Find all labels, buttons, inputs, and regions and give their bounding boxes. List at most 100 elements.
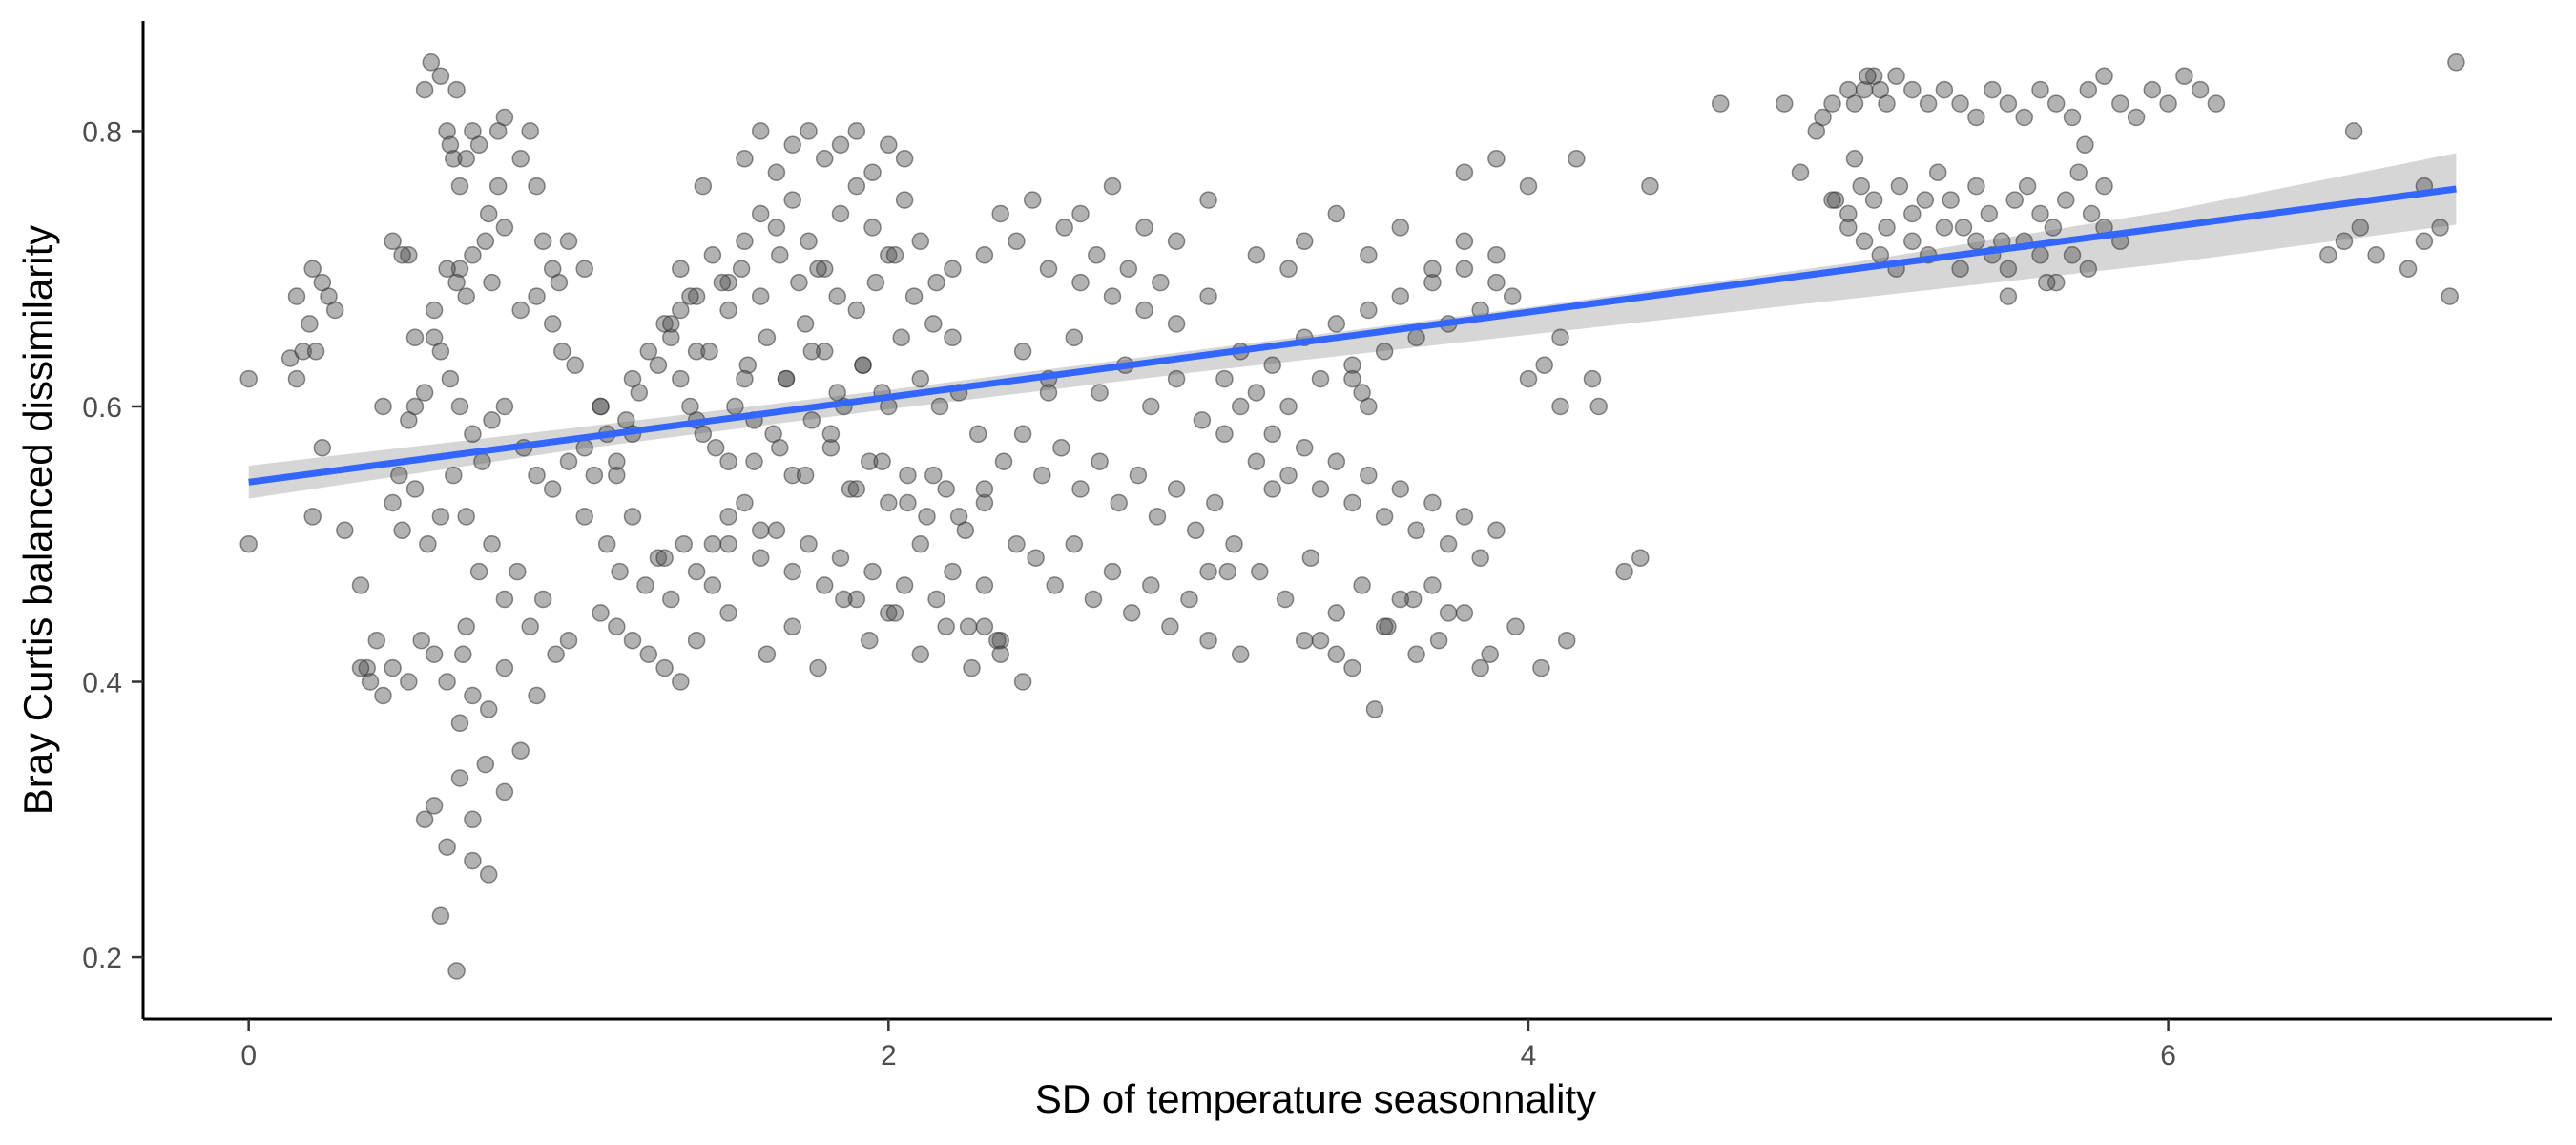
scatter-point <box>831 549 850 567</box>
scatter-point <box>575 508 593 526</box>
scatter-point <box>895 191 914 209</box>
scatter-point <box>1327 604 1346 622</box>
scatter-point <box>863 562 882 581</box>
scatter-point <box>2069 163 2088 181</box>
scatter-point <box>930 397 949 416</box>
scatter-point <box>1167 232 1186 251</box>
scatter-point <box>2031 246 2049 264</box>
scatter-point <box>2044 219 2063 237</box>
scatter-point <box>815 260 834 278</box>
scatter-point <box>1046 576 1064 594</box>
scatter-point <box>767 163 786 181</box>
x-tick-label: 6 <box>2160 1040 2176 1072</box>
scatter-point <box>736 150 754 168</box>
scatter-point <box>719 508 737 526</box>
scatter-point <box>880 604 898 622</box>
scatter-point <box>479 700 498 718</box>
scatter-point <box>495 590 514 609</box>
scatter-point <box>719 452 737 470</box>
scatter-point <box>2399 260 2418 278</box>
scatter-point <box>1186 521 1205 540</box>
scatter-point <box>1455 260 1474 278</box>
scatter-point <box>1065 534 1084 553</box>
scatter-point <box>809 658 827 677</box>
scatter-point <box>1814 108 1832 127</box>
scatter-point <box>287 287 306 305</box>
scatter-point <box>441 369 460 388</box>
scatter-point <box>450 260 469 278</box>
scatter-point <box>1013 425 1032 444</box>
scatter-point <box>306 343 325 361</box>
scatter-point <box>511 150 530 168</box>
scatter-point <box>479 865 498 884</box>
scatter-point <box>476 755 495 774</box>
scatter-point <box>431 508 450 526</box>
scatter-point <box>1589 397 1608 416</box>
scatter-point <box>521 617 539 636</box>
scatter-point <box>1199 631 1217 650</box>
scatter-point <box>1535 356 1553 374</box>
scatter-point <box>447 273 466 292</box>
scatter-point <box>1519 369 1538 388</box>
scatter-point <box>687 631 706 650</box>
scatter-point <box>1919 94 1938 113</box>
scatter-point <box>706 439 725 457</box>
scatter-point <box>1167 315 1186 333</box>
scatter-point <box>543 480 562 498</box>
scatter-point <box>1951 260 1969 278</box>
scatter-point <box>483 411 501 429</box>
scatter-point <box>662 315 680 333</box>
scatter-point <box>374 397 392 416</box>
scatter-point <box>1119 260 1138 278</box>
scatter-point <box>649 549 668 567</box>
scatter-point <box>655 658 674 677</box>
scatter-point <box>672 369 690 388</box>
scatter-point <box>904 287 924 305</box>
scatter-point <box>860 452 879 470</box>
scatter-point <box>911 645 930 663</box>
scatter-point <box>821 425 841 444</box>
scatter-point <box>802 343 821 361</box>
y-axis-ticks: 0.2 0.4 0.6 0.8 <box>82 116 143 974</box>
scatter-point <box>963 658 981 677</box>
scatter-point <box>559 452 578 470</box>
scatter-point <box>854 356 872 374</box>
scatter-point <box>719 273 737 292</box>
scatter-point <box>1343 493 1361 512</box>
scatter-point <box>450 397 469 416</box>
scatter-point <box>703 246 722 264</box>
scatter-point <box>1279 397 1298 416</box>
scatter-point <box>447 80 466 99</box>
scatter-point <box>1033 466 1051 485</box>
fit-line <box>248 185 2457 486</box>
scatter-point <box>2063 246 2082 264</box>
scatter-point <box>608 617 626 636</box>
scatter-point <box>1065 328 1084 347</box>
scatter-point <box>800 232 818 251</box>
scatter-point <box>1935 80 1954 99</box>
scatter-point <box>528 466 546 485</box>
scatter-point <box>1615 562 1633 581</box>
scatter-point <box>287 369 306 388</box>
scatter-point <box>438 673 456 691</box>
scatter-point <box>751 287 770 305</box>
scatter-point <box>991 645 1009 663</box>
scatter-point <box>457 150 475 168</box>
scatter-point <box>994 452 1013 470</box>
scatter-point <box>1008 232 1026 251</box>
scatter-point <box>431 67 450 85</box>
scatter-point <box>944 328 962 347</box>
scatter-point <box>425 301 444 320</box>
scatter-point <box>1263 480 1281 498</box>
scatter-point <box>2046 273 2066 292</box>
scatter-point <box>575 260 593 278</box>
scatter-point <box>1455 163 1474 181</box>
scatter-point <box>445 150 463 168</box>
scatter-point <box>703 576 722 594</box>
scatter-point <box>1122 604 1141 622</box>
scatter-point <box>1823 191 1841 209</box>
scatter-point <box>1439 604 1458 622</box>
scatter-point <box>415 80 434 99</box>
scatter-point <box>585 466 604 485</box>
scatter-point <box>488 177 508 196</box>
